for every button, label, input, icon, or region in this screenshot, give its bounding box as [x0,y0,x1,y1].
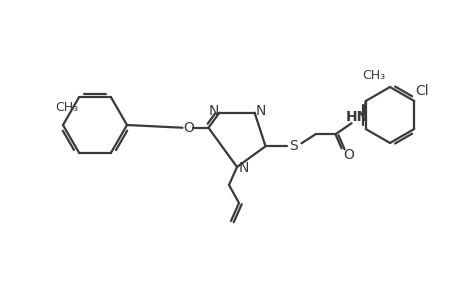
Text: CH₃: CH₃ [56,101,78,114]
Text: CH₃: CH₃ [362,68,385,82]
Text: N: N [255,104,265,118]
Text: Cl: Cl [414,84,428,98]
Text: HN: HN [345,110,369,124]
Text: N: N [208,104,218,118]
Text: O: O [342,148,353,162]
Text: N: N [238,161,249,175]
Text: O: O [183,121,194,135]
Text: S: S [289,139,297,153]
